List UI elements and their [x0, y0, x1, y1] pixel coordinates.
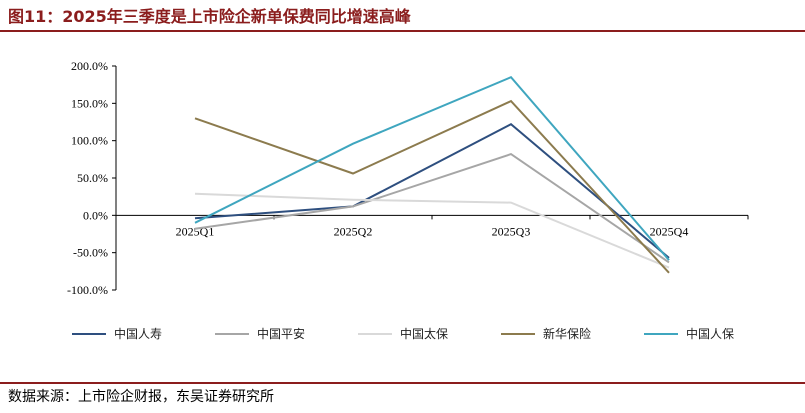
y-tick-label: -50.0%	[73, 246, 108, 260]
y-tick-label: 150.0%	[71, 96, 108, 110]
series-line-4	[194, 99, 670, 274]
y-tick-label: -100.0%	[67, 283, 108, 297]
source-note: 数据来源：上市险企财报，东吴证券研究所	[8, 389, 274, 405]
series-line-2	[194, 152, 670, 264]
series-line-5	[194, 75, 670, 261]
source-rule	[0, 382, 805, 384]
legend-label-1: 中国人寿	[114, 326, 162, 341]
legend-label-2: 中国平安	[257, 326, 305, 341]
y-tick-label: 200.0%	[71, 59, 108, 73]
x-tick-label: 2025Q3	[492, 224, 531, 238]
x-tick-label: 2025Q4	[650, 224, 689, 238]
series-line-1	[194, 123, 670, 259]
x-tick-label: 2025Q2	[334, 224, 373, 238]
y-tick-label: 100.0%	[71, 134, 108, 148]
legend-label-5: 中国人保	[686, 326, 734, 341]
legend-label-3: 中国太保	[400, 326, 448, 341]
y-tick-label: 0.0%	[83, 208, 108, 222]
line-chart: 200.0% 150.0% 100.0% 50.0% 0.0% -50.0% -100.0%…	[67, 59, 749, 341]
y-tick-label: 50.0%	[77, 171, 108, 185]
legend-label-4: 新华保险	[543, 326, 591, 341]
title-rule	[0, 30, 805, 32]
figure-title: 图11：2025年三季度是上市险企新单保费同比增速高峰	[8, 7, 411, 26]
series-line-3	[194, 192, 670, 269]
